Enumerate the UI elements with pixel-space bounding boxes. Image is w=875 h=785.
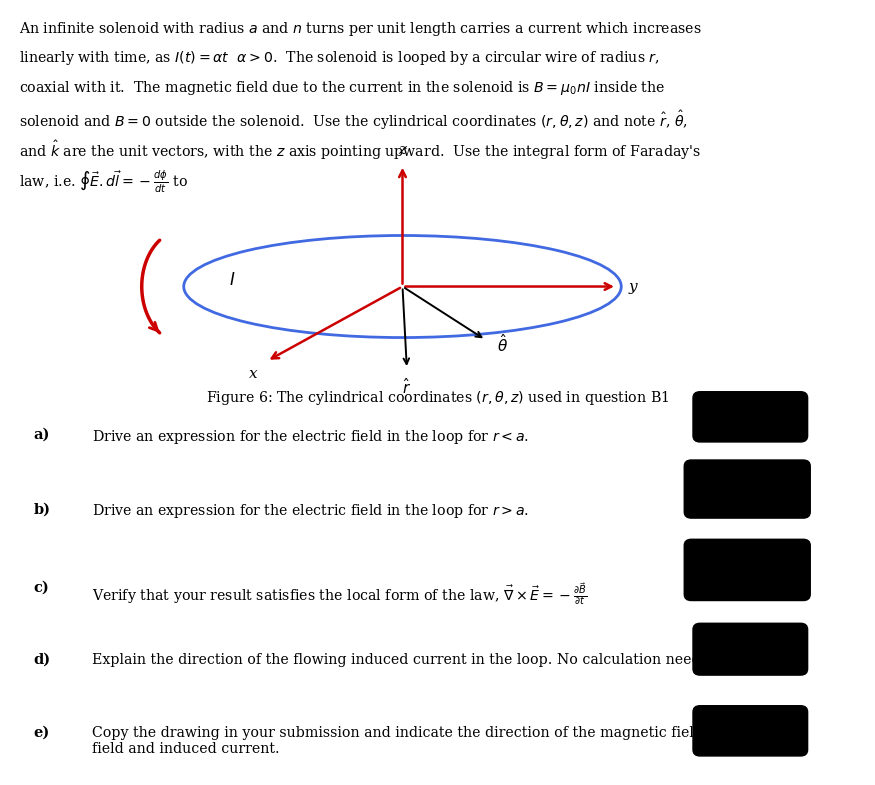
FancyBboxPatch shape (693, 392, 808, 442)
Text: coaxial with it.  The magnetic field due to the current in the solenoid is $B = : coaxial with it. The magnetic field due … (19, 79, 666, 97)
Text: and $\hat{k}$ are the unit vectors, with the $z$ axis pointing upward.  Use the : and $\hat{k}$ are the unit vectors, with… (19, 139, 701, 162)
Text: b): b) (33, 502, 50, 517)
Text: An infinite solenoid with radius $a$ and $n$ turns per unit length carries a cur: An infinite solenoid with radius $a$ and… (19, 20, 702, 38)
Text: law, i.e. $\oint \vec{E}.d\vec{l} = -\frac{d\phi}{dt}$ to: law, i.e. $\oint \vec{E}.d\vec{l} = -\fr… (19, 169, 188, 195)
Text: Explain the direction of the flowing induced current in the loop. No calculation: Explain the direction of the flowing ind… (92, 653, 723, 667)
FancyBboxPatch shape (684, 539, 810, 601)
Text: z: z (398, 143, 407, 157)
Text: x: x (248, 367, 257, 382)
Text: Copy the drawing in your submission and indicate the direction of the magnetic f: Copy the drawing in your submission and … (92, 726, 766, 756)
Text: Verify that your result satisfies the local form of the law, $\vec{\nabla} \time: Verify that your result satisfies the lo… (92, 581, 587, 607)
Text: solenoid and $B = 0$ outside the solenoid.  Use the cylindrical coordinates $(r,: solenoid and $B = 0$ outside the solenoi… (19, 109, 689, 133)
Text: e): e) (33, 726, 50, 740)
Text: y: y (628, 279, 637, 294)
FancyBboxPatch shape (693, 706, 808, 756)
Text: $I$: $I$ (228, 272, 235, 289)
FancyBboxPatch shape (684, 460, 810, 518)
Text: d): d) (33, 653, 51, 667)
Text: a): a) (33, 428, 50, 442)
Text: Drive an expression for the electric field in the loop for $r < a$.: Drive an expression for the electric fie… (92, 428, 529, 446)
Text: c): c) (33, 581, 49, 595)
Text: $\hat{r}$: $\hat{r}$ (402, 378, 411, 397)
Text: Figure 6: The cylindrical coordinates $(r, \theta, z)$ used in question B1: Figure 6: The cylindrical coordinates $(… (206, 389, 669, 407)
FancyBboxPatch shape (693, 623, 808, 675)
Text: Drive an expression for the electric field in the loop for $r > a$.: Drive an expression for the electric fie… (92, 502, 529, 520)
Text: linearly with time, as $I(t) = \alpha t$  $\alpha > 0$.  The solenoid is looped : linearly with time, as $I(t) = \alpha t$… (19, 49, 660, 68)
Text: $\hat{\theta}$: $\hat{\theta}$ (497, 333, 508, 355)
